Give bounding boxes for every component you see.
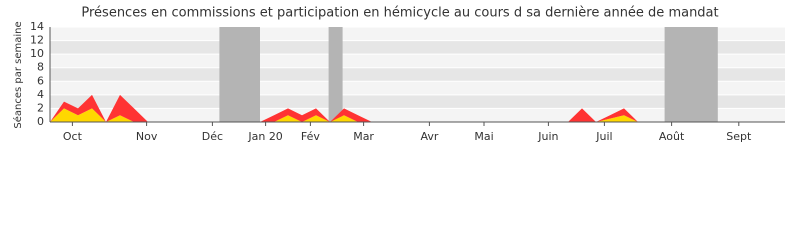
y-axis-label: Séances par semaine bbox=[12, 21, 24, 128]
x-tick-label: Avr bbox=[420, 130, 438, 143]
chart-title: Présences en commissions et participatio… bbox=[81, 6, 718, 21]
y-tick-label: 14 bbox=[30, 20, 44, 33]
x-tick-label: Mar bbox=[353, 130, 374, 143]
y-tick-label: 8 bbox=[37, 61, 44, 74]
vacation-band bbox=[328, 27, 343, 122]
x-tick-label: Jan 20 bbox=[247, 130, 282, 143]
page: Présences en commissions et participatio… bbox=[12, 5, 785, 143]
y-tick-label: 10 bbox=[30, 47, 44, 60]
y-tick-label: 4 bbox=[37, 88, 44, 101]
x-tick-label: Nov bbox=[136, 130, 158, 143]
x-tick-label: Déc bbox=[202, 130, 223, 143]
x-tick-label: Juin bbox=[537, 130, 558, 143]
y-tick-label: 12 bbox=[30, 34, 44, 47]
area bbox=[50, 108, 778, 122]
y-tick-label: 2 bbox=[37, 101, 44, 114]
y-tick-label: 6 bbox=[37, 74, 44, 87]
x-tick-label: Fév bbox=[301, 130, 320, 143]
x-tick-label: Août bbox=[659, 130, 685, 143]
y-tick-label: 0 bbox=[37, 115, 44, 128]
vacation-band bbox=[664, 27, 718, 122]
vacation-band bbox=[219, 27, 260, 122]
chart: Présences en commissions et participatio… bbox=[12, 5, 785, 143]
x-tick-label: Oct bbox=[63, 130, 83, 143]
x-tick-label: Juil bbox=[595, 130, 612, 143]
x-tick-label: Mai bbox=[474, 130, 493, 143]
x-tick-label: Sept bbox=[726, 130, 752, 143]
